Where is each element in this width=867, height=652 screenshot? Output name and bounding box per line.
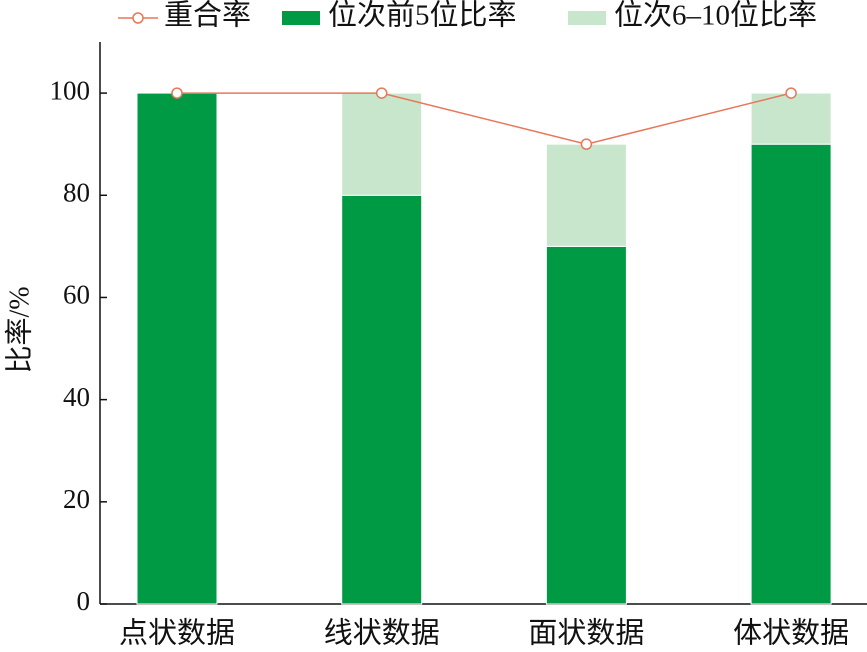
bar [136, 92, 218, 605]
line-marker [375, 87, 388, 99]
line-marker [785, 87, 797, 99]
legend-label: 位次6–10位比率 [614, 0, 817, 32]
bar [341, 92, 423, 196]
legend-label: 位次前5位比率 [328, 0, 517, 32]
y-tick-label: 80 [63, 177, 90, 207]
y-tick-label: 20 [63, 484, 90, 514]
bar [545, 245, 627, 605]
line-marker [580, 138, 593, 150]
y-tick-label: 40 [63, 382, 90, 412]
x-tick-label: 体状数据 [733, 617, 849, 650]
x-tick-label: 线状数据 [324, 617, 440, 650]
y-axis-label: 比率/% [3, 286, 35, 373]
legend-swatch [568, 11, 606, 25]
x-tick-label: 点状数据 [119, 617, 235, 650]
legend-marker [132, 12, 144, 24]
y-tick-label: 60 [63, 280, 90, 310]
bar [545, 143, 627, 247]
legend-label: 重合率 [164, 0, 251, 32]
line [177, 92, 792, 145]
bar [341, 194, 423, 605]
x-tick-label: 面状数据 [528, 617, 644, 650]
y-tick-label: 100 [50, 75, 91, 105]
y-tick-label: 0 [77, 586, 91, 616]
line-marker [171, 87, 183, 99]
bar [750, 92, 832, 145]
bar [750, 143, 832, 605]
legend-swatch [282, 11, 320, 25]
